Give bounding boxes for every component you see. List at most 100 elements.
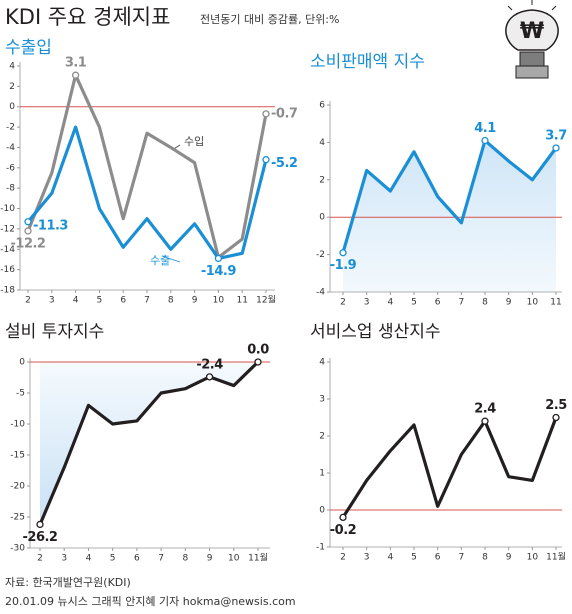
x-tick-label: 11월: [546, 551, 566, 563]
y-tick-label: -15: [10, 451, 25, 461]
x-tick-label: 5: [411, 553, 417, 563]
line: [26, 125, 268, 261]
y-tick-label: 4: [9, 62, 15, 72]
y-tick-label: 4: [319, 358, 325, 368]
x-tick-label: 3: [61, 554, 67, 564]
data-label: 4.1: [474, 121, 496, 136]
y-tick-label: 2: [319, 175, 325, 185]
x-tick-label: 6: [120, 296, 126, 306]
chart-title: 수출입: [5, 38, 52, 58]
y-tick-label: -4: [6, 143, 15, 153]
data-label: 2.4: [474, 402, 496, 417]
data-label: -14.9: [201, 264, 236, 279]
x-tick-label: 7: [144, 296, 150, 306]
chart-title: 소비판매액 지수: [310, 52, 425, 72]
x-tick-label: 9: [192, 296, 198, 306]
data-label: 2.5: [545, 398, 567, 413]
point: [339, 513, 347, 522]
x-tick-label: 4: [73, 296, 79, 306]
point: [262, 156, 270, 164]
x-tick-label: 7: [458, 553, 464, 563]
x-tick-label: 10: [213, 296, 225, 306]
y-tick-label: -14: [0, 245, 15, 255]
y-tick-label: 0: [319, 213, 325, 223]
y-tick-label: 2: [319, 432, 325, 442]
y-tick-label: -25: [10, 513, 25, 523]
x-tick-label: 7: [158, 554, 164, 564]
y-tick-label: -6: [6, 163, 15, 173]
y-tick-label: 6: [319, 101, 325, 111]
x-tick-label: 11: [550, 298, 561, 308]
y-tick-label: -18: [0, 286, 15, 296]
x-tick-label: 6: [435, 298, 441, 308]
data-label: -11.3: [33, 218, 68, 233]
data-label: 3.7: [545, 129, 567, 144]
x-tick-label: 9: [207, 554, 213, 564]
x-tick-label: 7: [458, 298, 464, 308]
y-tick-label: 0: [19, 358, 25, 368]
credit: 20.01.09 뉴시스 그래픽 안지혜 기자 hokma@newsis.com: [5, 595, 296, 608]
data-label: 0.0: [247, 343, 269, 358]
x-tick-label: 4: [86, 554, 92, 564]
x-tick-label: 9: [506, 298, 512, 308]
y-tick-label: -20: [10, 482, 25, 492]
x-tick-label: 6: [435, 553, 441, 563]
y-tick-label: -16: [0, 265, 15, 275]
bulb-icon: ₩: [505, 0, 559, 79]
y-tick-label: 2: [9, 82, 15, 92]
x-tick-label: 5: [411, 298, 417, 308]
series-label: 수입: [184, 135, 204, 148]
point: [262, 110, 270, 118]
x-tick-label: 2: [340, 298, 346, 308]
point: [24, 227, 32, 235]
data-label: -26.2: [23, 530, 58, 545]
x-tick-label: 8: [482, 298, 488, 308]
y-tick-label: 0: [319, 506, 325, 516]
line: [341, 416, 558, 519]
y-tick-label: -10: [10, 420, 25, 430]
point: [481, 417, 489, 425]
x-tick-label: 3: [364, 553, 370, 563]
point: [552, 413, 560, 422]
point: [214, 254, 223, 263]
x-tick-label: 8: [482, 553, 488, 563]
data-label: -5.2: [271, 156, 297, 171]
x-tick-label: 10: [527, 553, 539, 563]
data-label: -0.2: [330, 523, 356, 538]
y-tick-label: -30: [10, 544, 25, 554]
y-tick-label: -5: [16, 389, 25, 399]
y-tick-label: 3: [319, 395, 325, 405]
x-tick-label: 11월: [248, 552, 268, 564]
y-tick-label: -12: [0, 224, 15, 234]
point: [71, 71, 80, 79]
x-tick-label: 12월: [256, 294, 276, 306]
x-tick-label: 3: [364, 298, 370, 308]
series-label: 수출: [150, 254, 170, 267]
point: [254, 358, 262, 366]
point: [552, 144, 560, 152]
area: [343, 140, 556, 292]
source: 자료: 한국개발연구원(KDI): [5, 576, 131, 589]
data-label: -1.9: [330, 258, 357, 273]
chart-title: 설비 투자지수: [5, 322, 104, 342]
data-label: 3.1: [65, 56, 87, 71]
chart-title: 서비스업 생산지수: [310, 322, 441, 342]
x-tick-label: 4: [387, 298, 393, 308]
x-tick-label: 2: [25, 296, 31, 306]
point: [339, 249, 347, 257]
data-label: -0.7: [271, 106, 298, 121]
y-tick-label: -8: [6, 184, 15, 194]
point: [36, 520, 44, 529]
y-tick-label: 4: [319, 138, 325, 148]
point: [205, 373, 214, 381]
data-label: -12.2: [11, 236, 46, 251]
title: KDI 주요 경제지표: [5, 5, 170, 29]
subtitle: 전년동기 대비 증감률, 단위:%: [200, 13, 339, 26]
point: [24, 218, 32, 226]
x-tick-label: 5: [110, 554, 116, 564]
x-tick-label: 5: [97, 296, 103, 306]
point: [481, 136, 489, 145]
x-tick-label: 2: [37, 554, 43, 564]
data-label: -2.4: [196, 357, 223, 372]
x-tick-label: 8: [182, 554, 188, 564]
